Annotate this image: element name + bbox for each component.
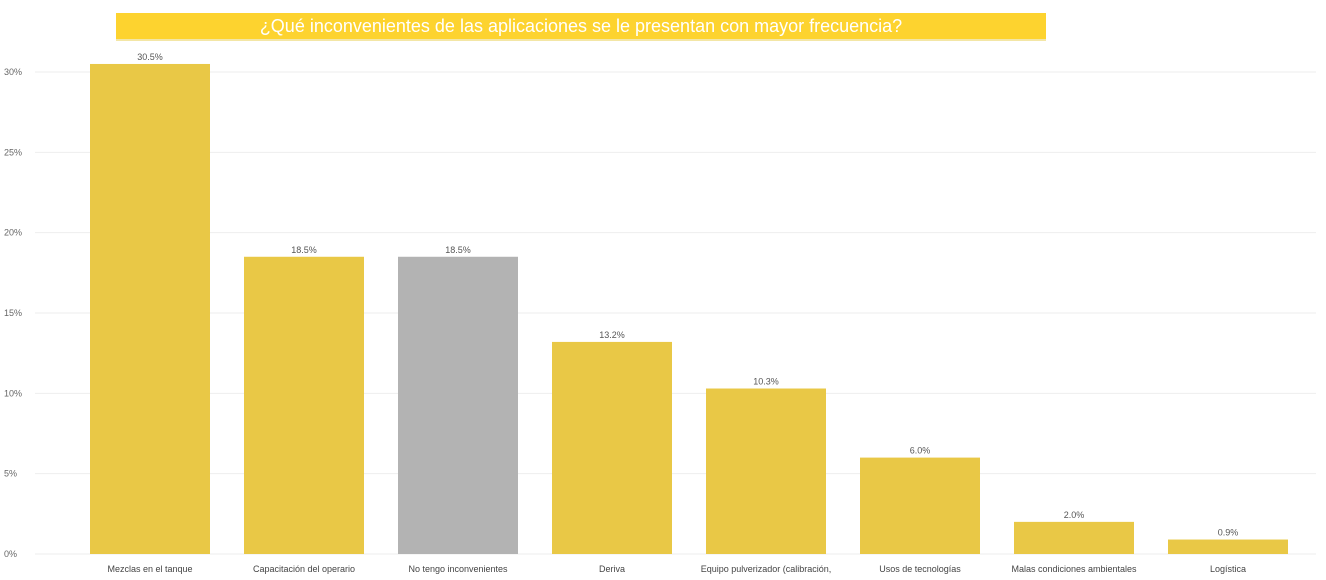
data-label: 6.0% — [910, 446, 931, 456]
x-tick-label: No tengo inconvenientes — [408, 564, 508, 574]
title-banner: ¿Qué inconvenientes de las aplicaciones … — [116, 13, 1046, 41]
data-label: 18.5% — [445, 245, 471, 255]
y-tick-label: 10% — [4, 388, 22, 398]
data-label: 30.5% — [137, 52, 163, 62]
data-label: 10.3% — [753, 377, 779, 387]
data-label: 2.0% — [1064, 510, 1085, 520]
y-tick-label: 30% — [4, 67, 22, 77]
bar — [552, 341, 672, 554]
y-tick-label: 20% — [4, 228, 22, 238]
y-tick-label: 25% — [4, 147, 22, 157]
x-tick-label: Deriva — [599, 564, 625, 574]
data-label: 13.2% — [599, 330, 625, 340]
bar — [90, 63, 210, 554]
x-tick-label: Equipo pulverizador (calibración, — [701, 564, 832, 574]
data-label: 18.5% — [291, 245, 317, 255]
chart-title: ¿Qué inconvenientes de las aplicaciones … — [259, 16, 903, 36]
x-tick-label: Capacitación del operario — [253, 564, 355, 574]
bar — [1168, 539, 1288, 554]
bar — [860, 457, 980, 554]
y-tick-label: 5% — [4, 469, 17, 479]
bar — [1014, 521, 1134, 554]
y-tick-label: 0% — [4, 549, 17, 559]
x-tick-label: Usos de tecnologías — [879, 564, 961, 574]
x-tick-label: Malas condiciones ambientales — [1011, 564, 1137, 574]
bar — [706, 388, 826, 554]
bar — [398, 256, 518, 554]
bar — [244, 256, 364, 554]
x-tick-label: Mezclas en el tanque — [107, 564, 192, 574]
y-tick-label: 15% — [4, 308, 22, 318]
x-tick-label: Logística — [1210, 564, 1246, 574]
data-label: 0.9% — [1218, 528, 1239, 538]
